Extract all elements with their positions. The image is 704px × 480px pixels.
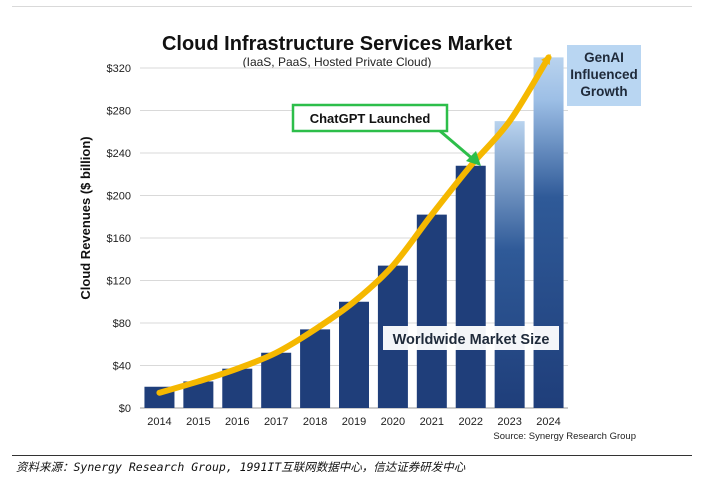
y-tick-label: $240 [107, 148, 131, 160]
x-tick-label: 2019 [342, 416, 366, 428]
genai-growth-box [567, 45, 641, 106]
top-divider [12, 6, 692, 7]
bar-2021 [416, 214, 447, 408]
bar-2022 [455, 165, 486, 408]
bar-2024 [533, 57, 564, 408]
bar-2017 [261, 352, 292, 408]
bar-2018 [300, 329, 331, 408]
y-tick-label: $280 [107, 106, 131, 118]
growth-trend-arrow [156, 53, 552, 396]
x-tick-label: 2022 [458, 416, 482, 428]
source-note: Source: Synergy Research Group [493, 431, 636, 442]
y-tick-label: $40 [113, 361, 131, 373]
x-tick-label: 2017 [264, 416, 288, 428]
y-tick-labels: $0 $40 $80 $120 $160 $200 $240 $280 $320 [107, 63, 131, 415]
chart-title: Cloud Infrastructure Services Market [162, 33, 512, 55]
bar-2023 [494, 121, 525, 408]
x-tick-label: 2023 [497, 416, 521, 428]
chatgpt-arrowhead [466, 151, 481, 166]
x-tick-label: 2015 [186, 416, 210, 428]
bar-2019 [339, 301, 369, 408]
y-axis-label: Cloud Revenues ($ billion) [78, 136, 93, 299]
chatgpt-callout-label: ChatGPT Launched [310, 111, 431, 126]
y-tick-label: $120 [107, 276, 131, 288]
y-tick-label: $320 [107, 63, 131, 75]
genai-label-line3: Growth [580, 84, 627, 99]
chatgpt-callout-box [291, 103, 449, 133]
x-tick-label: 2014 [147, 416, 171, 428]
y-tick-label: $200 [107, 191, 131, 203]
market-size-box [383, 326, 559, 350]
y-tick-label: $160 [107, 233, 131, 245]
y-tick-label: $0 [119, 403, 131, 415]
genai-label-line1: GenAI [584, 50, 624, 65]
x-tick-label: 2016 [225, 416, 249, 428]
caption: 资料来源：Synergy Research Group, 1991IT互联网数据… [16, 460, 466, 474]
x-tick-label: 2021 [420, 416, 444, 428]
x-tick-label: 2018 [303, 416, 327, 428]
caption-divider [12, 455, 692, 456]
x-tick-labels: 2014 2015 2016 2017 2018 2019 2020 2021 2022 2023… [147, 416, 561, 428]
chart-subtitle: (IaaS, PaaS, Hosted Private Cloud) [243, 55, 432, 69]
market-size-label: Worldwide Market Size [393, 332, 550, 348]
x-tick-label: 2020 [381, 416, 405, 428]
genai-label-line2: Influenced [570, 67, 638, 82]
x-tick-label: 2024 [536, 416, 560, 428]
chatgpt-callout-arrow [439, 129, 475, 162]
y-tick-label: $80 [113, 318, 131, 330]
cloud-market-chart: Cloud Infrastructure Services Market (Ia… [78, 33, 641, 442]
